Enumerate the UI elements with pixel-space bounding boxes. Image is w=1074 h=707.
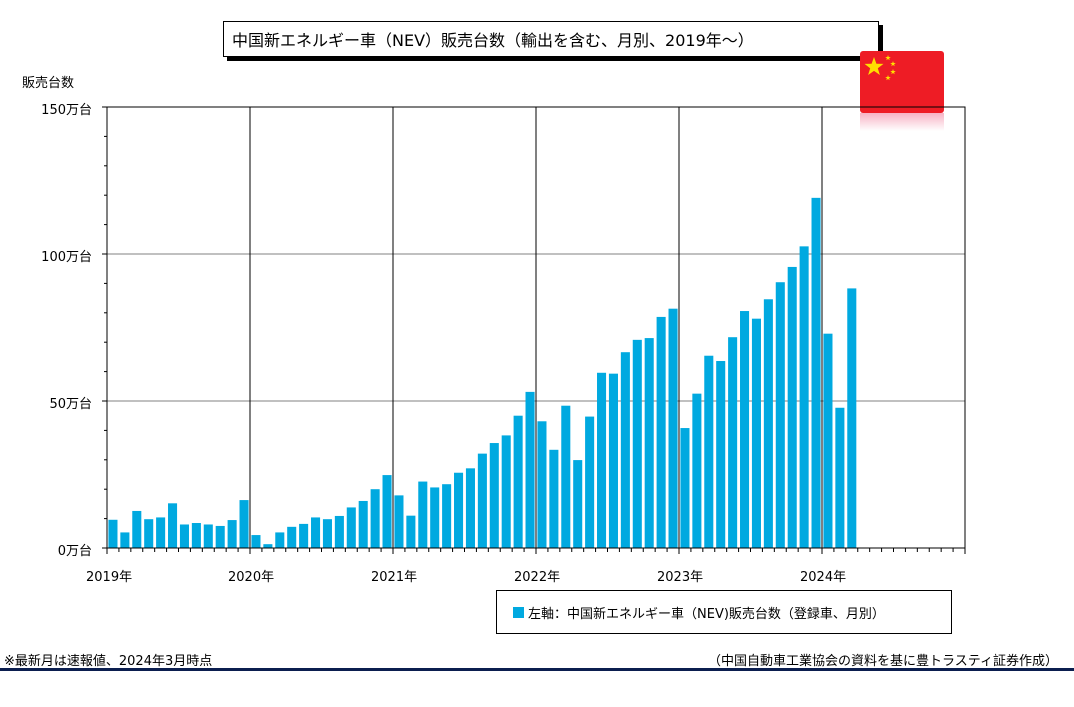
legend: 左軸：中国新エネルギー車（NEV)販売台数（登録車、月別）: [496, 590, 952, 634]
chart-title: 中国新エネルギー車（NEV）販売台数（輸出を含む、月別、2019年～）: [223, 21, 879, 57]
bar: [847, 288, 857, 548]
bar: [704, 355, 714, 548]
bar: [644, 338, 654, 548]
bar: [322, 519, 332, 548]
bar: [692, 393, 702, 548]
bar: [251, 535, 261, 548]
y-axis-label: 販売台数: [22, 76, 75, 91]
bar: [263, 544, 273, 548]
y-tick-label: 0万台: [57, 544, 92, 559]
x-tick-label: 2024年: [800, 570, 847, 585]
bar: [334, 515, 344, 548]
bar: [608, 373, 618, 548]
bar: [239, 500, 249, 548]
bar: [632, 339, 642, 548]
bar: [477, 453, 487, 548]
bar: [227, 520, 237, 548]
bottom-rule: [0, 668, 1074, 671]
bar: [346, 507, 356, 548]
bar: [513, 415, 523, 548]
bar: [835, 407, 845, 548]
bar: [751, 318, 761, 548]
bar: [418, 481, 428, 548]
y-tick-label: 50万台: [49, 397, 92, 412]
bar: [287, 526, 297, 548]
bar: [740, 311, 750, 548]
legend-swatch: [513, 606, 524, 618]
bar: [585, 416, 595, 548]
bar: [549, 449, 559, 548]
bar: [811, 197, 821, 548]
bar: [120, 532, 130, 548]
bar: [728, 337, 738, 548]
bar: [465, 468, 475, 548]
bar: [454, 472, 464, 548]
bar: [799, 246, 809, 548]
bar: [191, 523, 201, 548]
bar: [215, 525, 225, 548]
bar: [787, 266, 797, 548]
y-tick-label: 150万台: [41, 103, 92, 118]
bar: [203, 524, 213, 548]
bar: [108, 519, 118, 548]
bar: [823, 333, 833, 548]
bar: [561, 405, 571, 548]
bar: [620, 352, 630, 548]
bar: [656, 316, 666, 548]
bar: [501, 435, 511, 548]
bar: [179, 524, 189, 548]
bar: [573, 460, 583, 548]
bar: [489, 443, 499, 548]
bar: [275, 532, 285, 548]
bar: [430, 487, 440, 548]
bar: [370, 489, 380, 548]
x-tick-label: 2021年: [371, 570, 418, 585]
x-tick-label: 2019年: [86, 570, 133, 585]
x-tick-label: 2022年: [514, 570, 561, 585]
bar: [156, 517, 166, 548]
y-tick-label: 100万台: [41, 250, 92, 265]
bar: [763, 299, 773, 548]
bar: [394, 495, 404, 548]
bar: [668, 308, 678, 548]
bar: [525, 391, 535, 548]
china-flag-icon: [860, 51, 944, 113]
bar: [358, 500, 368, 548]
bar: [597, 372, 607, 548]
bar: [382, 475, 392, 548]
flag-reflection: [860, 113, 944, 131]
bar: [144, 519, 154, 548]
bar: [716, 361, 726, 548]
bar: [680, 428, 690, 548]
bar: [311, 517, 321, 548]
bar: [442, 484, 452, 548]
bar: [299, 523, 309, 548]
source-note: （中国自動車工業協会の資料を基に豊トラスティ証券作成）: [708, 654, 1058, 669]
legend-label: 左軸：中国新エネルギー車（NEV)販売台数（登録車、月別）: [528, 606, 885, 622]
bar: [132, 510, 142, 548]
bar: [406, 515, 416, 548]
bar: [168, 503, 178, 548]
bar: [775, 282, 785, 548]
footnote: ※最新月は速報値、2024年3月時点: [4, 654, 213, 669]
x-tick-label: 2023年: [657, 570, 704, 585]
x-tick-label: 2020年: [228, 570, 275, 585]
bar: [537, 421, 547, 548]
